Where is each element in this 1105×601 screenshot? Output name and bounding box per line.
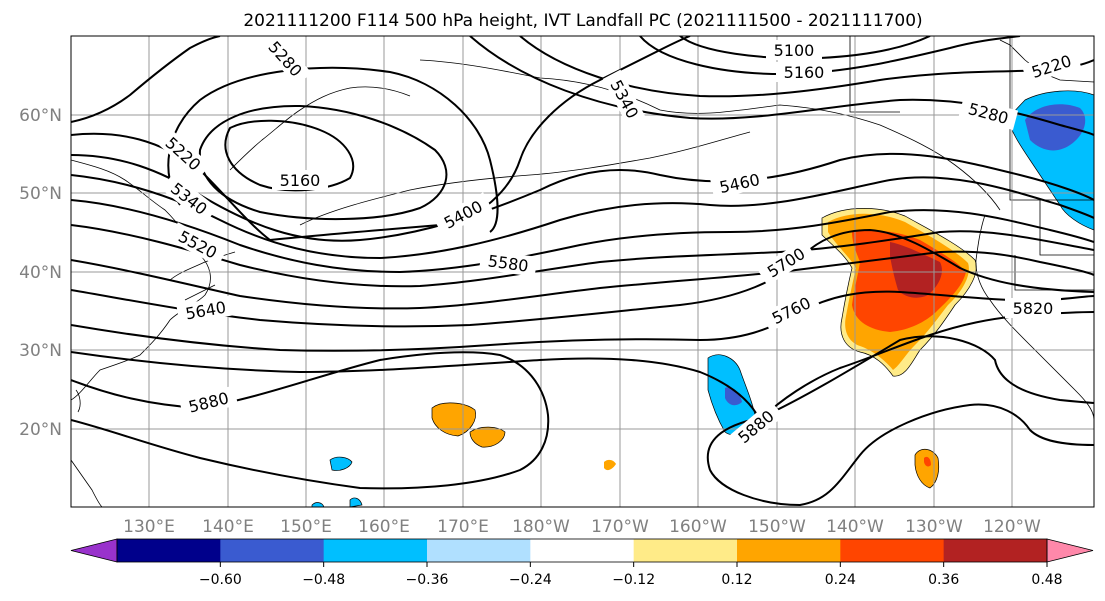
contour-5700: [71, 228, 1094, 328]
lon-label: 160°E: [358, 517, 410, 537]
longitude-labels: 130°E 140°E 150°E 160°E 170°E 180°W 170°…: [123, 517, 1041, 537]
svg-text:5160: 5160: [280, 171, 321, 190]
lon-label: 150°W: [748, 517, 806, 537]
contour-5280: [167, 66, 499, 233]
philippines: [71, 459, 103, 507]
colorbar-outline: [116, 538, 1048, 563]
colorbar-cell: [220, 539, 325, 562]
lon-label: 170°W: [591, 517, 649, 537]
north-america-coast: [975, 214, 1094, 421]
map-panel: 5100 5160 5160 5220 5220 5280 5280 5340 …: [71, 36, 1094, 507]
contour-5220-low: [198, 104, 448, 221]
latitude-labels: 60°N 50°N 40°N 30°N 20°N: [19, 106, 62, 440]
svg-text:5100: 5100: [774, 41, 815, 60]
colorbar-cell: [737, 539, 841, 562]
lon-label: 140°W: [826, 517, 884, 537]
contour-5400: [71, 152, 1094, 242]
lat-label: 30°N: [19, 341, 62, 361]
contour-labels: 5100 5160 5160 5220 5220 5280 5280 5340 …: [155, 36, 1082, 453]
contour-5280-west: [71, 36, 221, 123]
contour-label: 5820: [1005, 298, 1061, 318]
contour-5280-east: [469, 36, 1094, 136]
map-frame: [70, 35, 1095, 508]
colorbar-tick-label: −0.12: [612, 572, 655, 588]
lat-label: 60°N: [19, 106, 62, 126]
colorbar-tick-label: −0.24: [509, 572, 552, 588]
contour-5880-west: [71, 351, 550, 490]
contour-label: 5160: [272, 170, 328, 190]
contour-5520: [71, 199, 1094, 274]
figure-title: 2021111200 F114 500 hPa height, IVT Land…: [243, 11, 922, 31]
colorbar: −0.60 −0.48 −0.36 −0.24 −0.12 0.12 0.24 0.36 0.4…: [70, 538, 1094, 588]
lon-label: 140°E: [202, 517, 254, 537]
colorbar-extend-high: [1046, 538, 1094, 563]
positive-anomaly-central-pacific: [431, 402, 476, 437]
colorbar-extend-low: [70, 538, 118, 563]
colorbar-cell: [840, 539, 945, 562]
lon-label: 130°W: [905, 517, 963, 537]
alaska-coast: [419, 59, 1001, 211]
colorbar-tick-label: −0.36: [406, 572, 449, 588]
colorbar-tick-label: 0.12: [721, 572, 752, 588]
lon-label: 170°E: [437, 517, 489, 537]
colorbar-cells: [70, 538, 1094, 563]
colorbar-tick-label: 0.24: [825, 572, 856, 588]
colorbar-tick-label: 0.48: [1031, 572, 1062, 588]
colorbar-cell: [943, 539, 1048, 562]
colorbar-cell: [323, 539, 428, 562]
taiwan: [75, 389, 81, 413]
lat-label: 20°N: [19, 420, 62, 440]
lon-label: 130°E: [123, 517, 175, 537]
lat-label: 50°N: [19, 184, 62, 204]
kamchatka-coast: [229, 86, 411, 171]
japan-islands: [169, 251, 236, 301]
lon-label: 160°W: [669, 517, 727, 537]
colorbar-cell: [117, 539, 221, 562]
colorbar-tick-label: 0.36: [928, 572, 959, 588]
colorbar-tick-label: −0.48: [302, 572, 345, 588]
coastlines: [71, 39, 1094, 507]
contour-5580: [71, 224, 1094, 288]
contour-5160-low: [224, 119, 355, 192]
contour-label: 5160: [776, 62, 832, 82]
colorbar-ticks: −0.60 −0.48 −0.36 −0.24 −0.12 0.12 0.24 0.36 0.4…: [199, 562, 1063, 588]
asia-coast: [71, 159, 211, 401]
svg-text:5820: 5820: [1013, 299, 1054, 318]
contour-5640: [71, 250, 1094, 310]
contour-5160-east: [639, 36, 1021, 76]
svg-text:5160: 5160: [784, 63, 825, 82]
contour-5820: [71, 311, 1094, 422]
lon-label: 120°W: [983, 517, 1041, 537]
lat-label: 40°N: [19, 263, 62, 283]
contour-5760: [71, 290, 1094, 352]
aleutian-chain: [299, 131, 751, 226]
colorbar-cell: [427, 539, 531, 562]
contour-label: 5100: [766, 40, 822, 60]
contour-5460: [71, 174, 1094, 260]
colorbar-cell: [633, 539, 738, 562]
lon-label: 180°W: [512, 517, 570, 537]
colorbar-cell: [530, 539, 635, 562]
colorbar-tick-label: −0.60: [199, 572, 242, 588]
lon-label: 150°E: [280, 517, 332, 537]
